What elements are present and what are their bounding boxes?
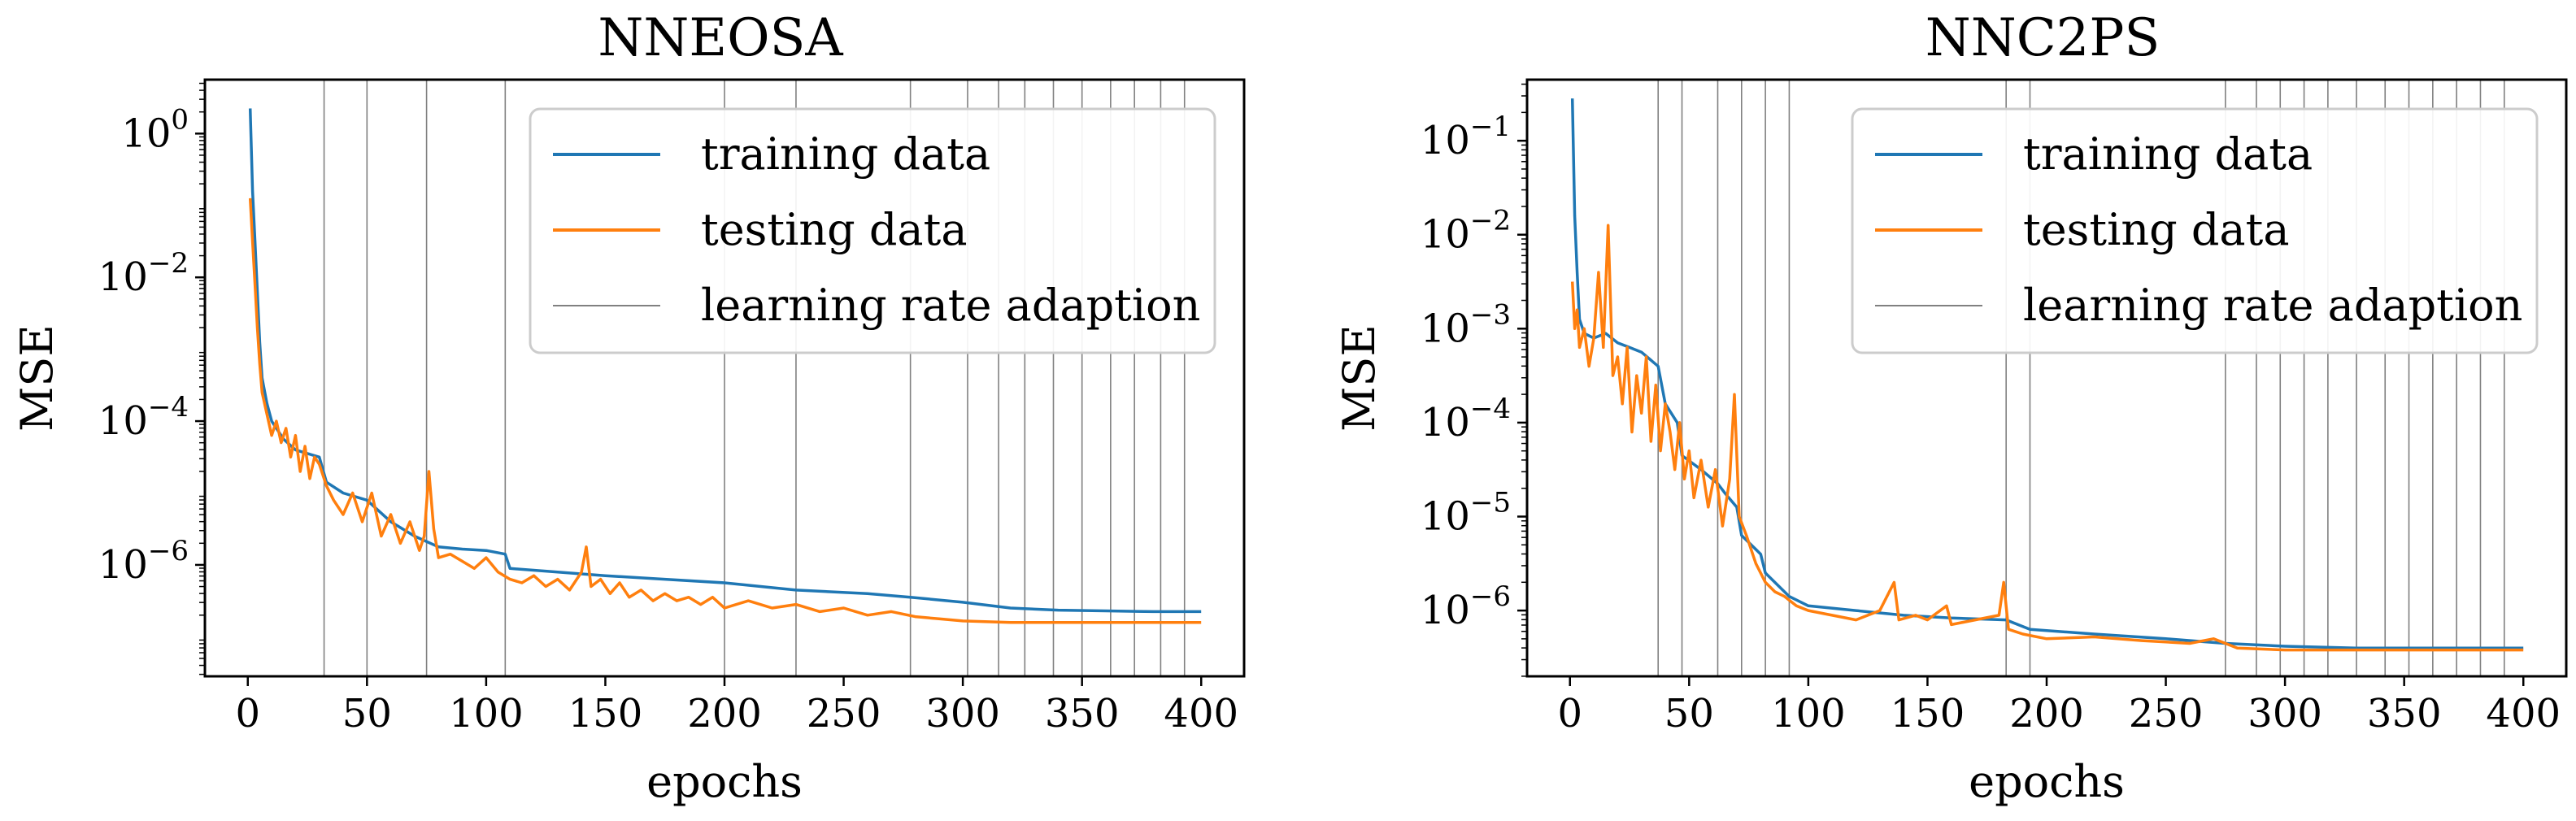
x-tick-label: 200 <box>687 691 762 736</box>
legend: training data testing data learning rate… <box>1851 107 2539 354</box>
legend-label-lr-adaption: learning rate adaption <box>2023 280 2522 331</box>
series-testing-line <box>1570 224 2524 652</box>
x-tick-label: 200 <box>2009 691 2084 736</box>
y-tick-label: 10−2 <box>98 247 189 300</box>
x-tick-label: 300 <box>925 691 1000 736</box>
legend-label-lr-adaption: learning rate adaption <box>701 280 1200 331</box>
panel-nneosa: NNEOSA 0 50 100 150 200 250 300 350 400 100 10−2 1… <box>11 8 1246 807</box>
legend: training data testing data learning rate… <box>529 107 1216 354</box>
legend-label-training: training data <box>2023 128 2313 180</box>
legend-box <box>529 107 1216 354</box>
x-tick-label: 100 <box>1771 691 1846 736</box>
y-tick-label: 10−4 <box>98 391 189 444</box>
y-tick-label: 10−6 <box>1421 580 1511 633</box>
legend-label-training: training data <box>701 128 990 180</box>
y-tick-label: 10−5 <box>1421 486 1511 539</box>
x-tick-label: 400 <box>2486 691 2561 736</box>
y-tick-label: 10−6 <box>98 535 189 588</box>
series-testing-line <box>248 198 1202 624</box>
x-tick-label: 150 <box>568 691 643 736</box>
x-tick-label: 50 <box>1664 691 1714 736</box>
y-tick-label: 100 <box>121 103 189 156</box>
chart-title: NNEOSA <box>598 8 843 68</box>
chart-title: NNC2PS <box>1925 8 2160 68</box>
x-tick-label: 350 <box>2367 691 2442 736</box>
legend-label-testing: testing data <box>701 204 968 255</box>
y-tick-label: 10−3 <box>1421 298 1511 351</box>
legend-label-testing: testing data <box>2023 204 2290 255</box>
x-tick-label: 50 <box>342 691 392 736</box>
y-axis-label: MSE <box>1334 324 1385 432</box>
y-tick-label: 10−2 <box>1421 205 1511 258</box>
x-tick-label: 350 <box>1045 691 1120 736</box>
x-tick-label: 150 <box>1891 691 1965 736</box>
panel-nnc2ps: NNC2PS 0 50 100 150 200 250 300 350 400 10−1 10−2… <box>1334 8 2568 807</box>
x-tick-label: 0 <box>1557 691 1582 736</box>
legend-box <box>1851 107 2539 354</box>
y-tick-label: 10−1 <box>1421 111 1511 163</box>
y-tick-label: 10−4 <box>1421 393 1511 445</box>
x-tick-label: 300 <box>2247 691 2322 736</box>
x-tick-label: 100 <box>449 691 524 736</box>
x-tick-label: 250 <box>2129 691 2204 736</box>
x-tick-label: 0 <box>235 691 260 736</box>
x-axis-label: epochs <box>1969 756 2125 807</box>
x-axis-label: epochs <box>646 756 803 807</box>
x-tick-label: 250 <box>807 691 881 736</box>
y-axis-label: MSE <box>11 324 63 432</box>
series-training-line <box>248 108 1202 614</box>
x-tick-label: 400 <box>1164 691 1238 736</box>
